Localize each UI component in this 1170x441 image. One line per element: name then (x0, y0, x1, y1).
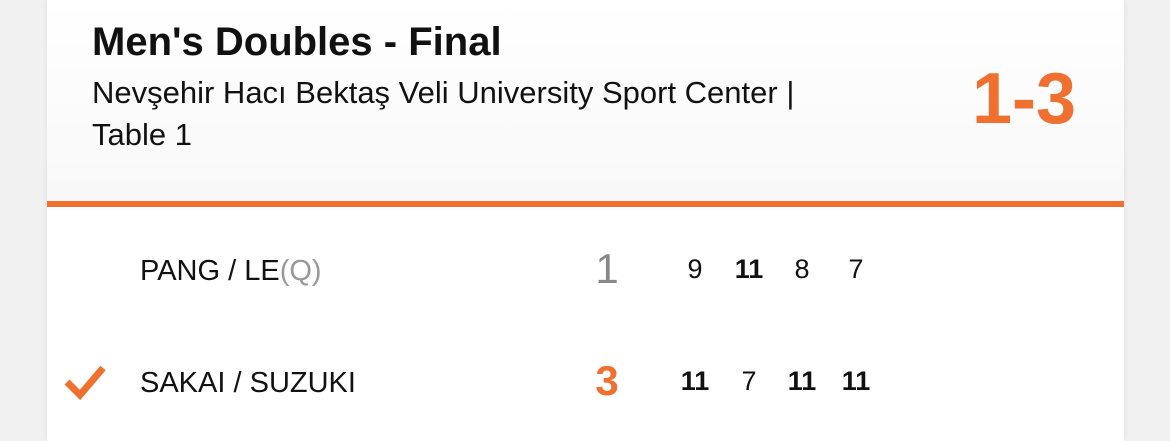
team-name-text: PANG / LE (140, 255, 280, 287)
game-score: 9 (687, 254, 703, 284)
match-card[interactable]: Men's Doubles - Final Nevşehir Hacı Bekt… (47, 0, 1124, 441)
sets-won: 1 (595, 245, 619, 292)
game-score: 11 (841, 366, 871, 396)
team-row: SAKAI / SUZUKI 3 11 7 11 11 (47, 352, 1124, 412)
match-header: Men's Doubles - Final Nevşehir Hacı Bekt… (47, 0, 1124, 201)
game-score: 11 (734, 254, 764, 284)
sets-won: 3 (595, 357, 619, 404)
game-score: 8 (794, 254, 810, 284)
game-score: 11 (680, 366, 710, 396)
match-venue: Nevşehir Hacı Bektaş Veli University Spo… (92, 75, 795, 152)
game-score: 11 (787, 366, 817, 396)
match-score: 1-3 (971, 59, 1076, 139)
game-score: 7 (741, 366, 757, 396)
team-name-text: SAKAI / SUZUKI (140, 367, 356, 399)
team-name: PANG / LE(Q) (140, 255, 322, 288)
match-title: Men's Doubles - Final (92, 20, 502, 64)
divider (47, 201, 1124, 207)
seed-label: (Q) (279, 255, 322, 287)
checkmark-icon (64, 365, 106, 401)
team-row: PANG / LE(Q) 1 9 11 8 7 (47, 240, 1124, 300)
game-score: 7 (848, 254, 864, 284)
team-name: SAKAI / SUZUKI (140, 367, 356, 400)
